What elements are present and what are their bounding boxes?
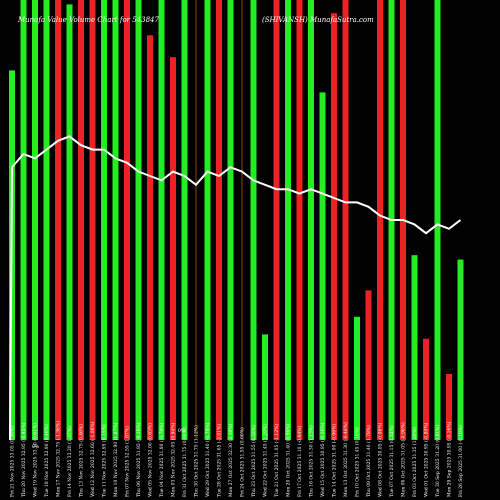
bar	[181, 0, 188, 440]
bar	[319, 92, 326, 441]
x-tick-label: Wed 08 Oct 2025 30.85 (-0.96%)	[377, 422, 384, 497]
bar	[78, 0, 84, 440]
x-tick-label: Mon 13 Oct 2025 31.30 (-0.48%)	[342, 422, 349, 497]
x-tick-label: Mon 20 Oct 2025 31.40 (0.96%)	[285, 424, 292, 497]
bar	[446, 374, 452, 440]
x-tick-label: Tue 28 Oct 2025 31.65 (-2.01%)	[216, 424, 223, 497]
x-tick-label: Wed 12 Nov 2025 32.60 (-1.06%)	[89, 421, 96, 497]
x-tick-label: Mon 27 Oct 2025 32.30 (2.38%)	[227, 424, 234, 497]
x-tick-label: Thu 09 Oct 2025 31.40 (1.78%)	[365, 425, 372, 497]
bar	[331, 13, 337, 440]
price-line	[9, 135, 462, 441]
chart-title-left: Munafa Value Volume Chart for 543847	[17, 16, 159, 24]
x-tick-label: Tue 07 Oct 2025 31.15 (0.32%)	[388, 425, 395, 497]
bar	[273, 0, 280, 440]
x-tick-label: Thu 20 Nov 2025 32.95 (-0.45%)	[20, 422, 27, 497]
x-tick-label: Fri 17 Oct 2025 31.10 (-0.64%)	[296, 425, 303, 497]
bar	[55, 0, 61, 440]
x-tick-label: Fri 07 Nov 2025 32.55 (1.87%)	[124, 426, 131, 497]
bar	[342, 0, 349, 440]
bar	[112, 0, 119, 440]
x-tick-label: Fri 26 Sep 2025 31.00 (-0.16%)	[457, 425, 464, 497]
bar	[262, 334, 268, 440]
bar	[308, 0, 314, 440]
x-tick-label: Tue 30 Sep 2025 31.20 (0.81%)	[434, 425, 441, 497]
x-tick-label: Tue 14 Oct 2025 31.00 (-0.96%)	[331, 424, 338, 497]
x-tick-label: Mon 10 Nov 2025 32.90 (1.07%)	[112, 422, 119, 497]
bar	[147, 35, 153, 440]
bar	[135, 0, 142, 440]
bar	[20, 0, 27, 440]
bars-group	[9, 0, 464, 441]
x-tick-label: Mon 06 Oct 2025 31.05 (-0.96%)	[400, 422, 407, 497]
bar	[285, 0, 291, 440]
extra-label-1: 0%	[32, 444, 40, 450]
x-tick-label: Fri 21 Nov 2025 33.05 (0.30%)	[9, 426, 16, 497]
bar	[158, 0, 165, 440]
bar	[43, 0, 50, 440]
x-tick-label: Tue 04 Nov 2025 31.80 (-0.78%)	[158, 422, 165, 497]
x-tick-label: Tue 21 Oct 2025 31.05 (-1.12%)	[273, 424, 280, 497]
bar	[365, 290, 372, 440]
chart-title-right: (SHIVANSH) MunafaSutra.com	[262, 16, 374, 24]
x-tick-label: Wed 01 Oct 2025 30.95 (-0.80%)	[423, 422, 430, 497]
bar	[32, 0, 38, 440]
x-tick-label: Wed 22 Oct 2025 31.45 (1.29%)	[262, 424, 269, 497]
x-tick-label: Mon 29 Sep 2025 30.95 (-0.16%)	[446, 421, 453, 497]
x-tick-label: Wed 05 Nov 2025 32.00 (0.63%)	[147, 423, 154, 497]
x-tick-label: Wed 29 Oct 2025 31.40 (-0.79%)	[204, 422, 211, 497]
bar	[434, 0, 441, 440]
x-tick-label: Fri 14 Nov 2025 33.20 (1.37%)	[66, 426, 73, 497]
bar	[296, 0, 303, 440]
bar	[423, 338, 429, 440]
bar	[377, 0, 383, 440]
x-tick-label: Fri 24 Oct 2025 31.55 (0.00%)	[239, 427, 246, 497]
bar	[216, 0, 222, 440]
x-tick-label: Thu 16 Oct 2025 31.30 (1.13%)	[308, 425, 315, 497]
bar	[250, 0, 257, 440]
extra-label-2: 0%	[178, 428, 186, 434]
x-tick-label: Fri 31 Oct 2025 31.75 (0.00%)	[181, 427, 188, 497]
x-tick-label: Thu 06 Nov 2025 31.95 (-0.16%)	[135, 422, 142, 497]
bar	[195, 0, 197, 440]
x-tick-label: Mon 03 Nov 2025 32.05 (0.94%)	[170, 422, 177, 497]
bar	[101, 0, 107, 440]
x-tick-label: Wed 15 Oct 2025 30.95 (-0.16%)	[319, 422, 326, 497]
bar	[354, 316, 360, 440]
bar	[457, 259, 464, 440]
x-tick-labels: Fri 21 Nov 2025 33.05 (0.30%) Thu 20 Nov …	[9, 421, 465, 497]
bar	[66, 4, 73, 441]
x-tick-label: Tue 18 Nov 2025 32.90 (0.46%)	[43, 424, 50, 497]
bar	[170, 57, 176, 440]
bar	[241, 0, 243, 440]
x-tick-label: Mon 17 Nov 2025 32.75 (-1.36%)	[55, 421, 62, 497]
bar	[89, 0, 96, 440]
bar	[227, 0, 234, 440]
bar	[411, 255, 418, 440]
x-tick-label: Fri 03 Oct 2025 31.35 (1.29%)	[411, 427, 418, 497]
x-tick-label: Thu 30 Oct 2025 31.75 (1.12%)	[193, 425, 200, 497]
bar	[204, 0, 211, 440]
x-tick-label: Thu 23 Oct 2025 31.55 (0.32%)	[250, 425, 257, 497]
bar	[124, 0, 130, 440]
x-tick-label: Thu 13 Nov 2025 32.75 (0.46%)	[78, 424, 85, 497]
x-tick-label: Wed 19 Nov 2025 33.10 (0.61%)	[32, 423, 39, 497]
x-tick-label: Fri 10 Oct 2025 31.45 (0.16%)	[354, 427, 361, 497]
x-tick-label: Tue 11 Nov 2025 32.95 (0.15%)	[101, 424, 108, 497]
